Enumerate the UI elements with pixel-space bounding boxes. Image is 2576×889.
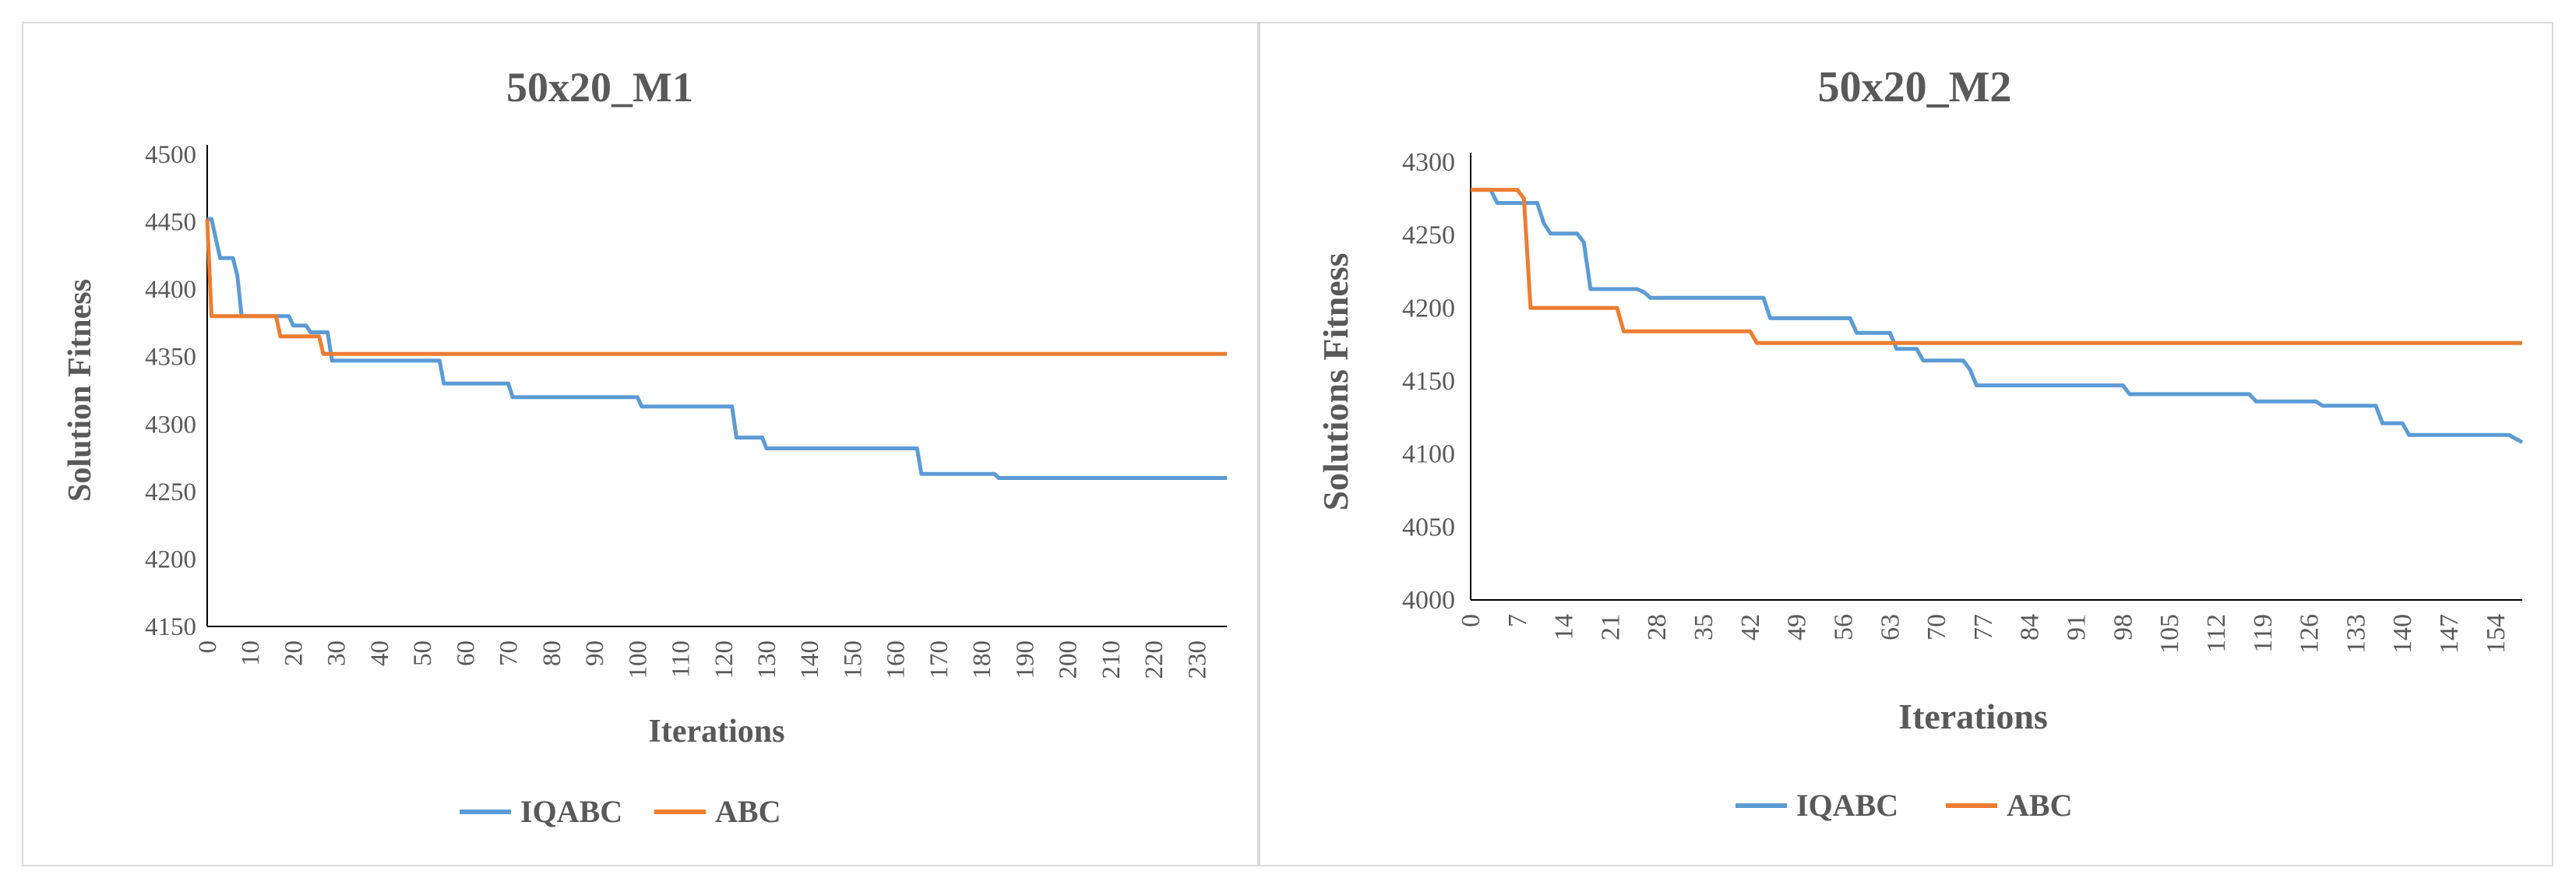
- series-line-iqabc: [207, 217, 1227, 480]
- x-tick-label: 140: [796, 640, 824, 679]
- x-tick-label: 21: [1596, 614, 1625, 640]
- series-line-abc: [1471, 188, 2522, 345]
- y-tick-label: 4250: [145, 478, 196, 506]
- x-tick-label: 154: [2482, 614, 2511, 654]
- x-tick-label: 10: [237, 640, 265, 666]
- x-tick-label: 80: [538, 640, 566, 666]
- x-tick-label: 140: [2388, 614, 2417, 654]
- x-tick-label: 56: [1829, 614, 1858, 640]
- x-tick-label: 63: [1876, 614, 1905, 640]
- legend-label-iqabc: IQABC: [520, 794, 622, 829]
- x-tick-label: 7: [1503, 614, 1532, 627]
- chart-panel-1: 50x20_M1 4150 4200 4250 4300 4350 4400 4450 4500…: [22, 22, 1259, 866]
- y-tick-label: 4300: [145, 411, 196, 439]
- y-tick-label: 4000: [1402, 586, 1455, 615]
- x-axis-label: Iterations: [1898, 697, 2048, 736]
- x-tick-label: 170: [925, 640, 953, 679]
- y-tick-label: 4250: [1402, 221, 1455, 250]
- x-tick-label: 50: [409, 640, 437, 666]
- x-tick-label: 30: [323, 640, 351, 666]
- y-tick-label: 4200: [145, 545, 196, 573]
- legend-label-abc: ABC: [715, 794, 781, 829]
- x-tick-label: 130: [753, 640, 781, 679]
- y-tick-label: 4400: [145, 276, 196, 304]
- x-tick-label: 220: [1140, 640, 1168, 679]
- y-axis-label: Solutions Fitness: [1316, 252, 1355, 510]
- x-tick-label: 147: [2435, 614, 2464, 654]
- legend-label-iqabc: IQABC: [1796, 788, 1898, 823]
- x-tick-label: 110: [668, 640, 696, 678]
- x-axis-label: Iterations: [649, 714, 785, 750]
- x-tick-label: 84: [2016, 614, 2045, 640]
- chart-title: 50x20_M2: [1818, 63, 2012, 111]
- y-tick-label: 4500: [145, 141, 196, 169]
- x-tick-label: 0: [194, 640, 222, 654]
- y-tick-label: 4300: [1402, 148, 1455, 177]
- x-tick-label: 14: [1550, 614, 1579, 640]
- chart-1: 50x20_M1 4150 4200 4250 4300 4350 4400 4450 4500…: [62, 64, 1227, 829]
- chart-2: 50x20_M2 4000 4050 4100 4150 4200 4250 4300 0 7 14…: [1316, 63, 2524, 823]
- x-tick-label: 60: [452, 640, 480, 666]
- series-line-abc: [205, 218, 1227, 356]
- x-tick-label: 77: [1969, 614, 1998, 640]
- x-tick-label: 40: [366, 640, 394, 666]
- x-tick-label: 49: [1783, 614, 1812, 640]
- x-tick-label: 230: [1183, 640, 1211, 679]
- x-tick-label: 210: [1098, 640, 1126, 679]
- x-tick-label: 180: [968, 640, 996, 679]
- x-tick-label: 120: [710, 640, 738, 679]
- x-tick-label: 112: [2202, 614, 2231, 653]
- x-tick-label: 160: [883, 640, 911, 679]
- x-tick-label: 150: [839, 640, 867, 679]
- x-tick-label: 90: [581, 640, 609, 666]
- x-tick-label: 0: [1457, 614, 1485, 627]
- x-tick-label: 91: [2063, 614, 2091, 640]
- y-tick-label: 4200: [1402, 294, 1455, 323]
- y-tick-label: 4150: [1402, 367, 1455, 396]
- x-tick-label: 105: [2155, 614, 2184, 654]
- x-tick-label: 20: [280, 640, 308, 666]
- series-line-iqabc: [1471, 188, 2524, 444]
- x-tick-label: 126: [2296, 614, 2324, 654]
- y-tick-label: 4150: [145, 613, 196, 641]
- legend-label-abc: ABC: [2007, 788, 2072, 823]
- x-tick-label: 70: [1922, 614, 1951, 640]
- y-tick-label: 4350: [145, 344, 196, 372]
- y-tick-label: 4450: [145, 209, 196, 237]
- x-tick-label: 35: [1690, 614, 1718, 640]
- y-tick-label: 4050: [1402, 513, 1455, 542]
- x-tick-label: 100: [624, 640, 652, 679]
- chart-title: 50x20_M1: [506, 64, 693, 111]
- y-tick-label: 4100: [1402, 440, 1455, 469]
- x-tick-label: 133: [2342, 614, 2370, 654]
- x-tick-label: 70: [495, 640, 523, 666]
- x-tick-label: 190: [1011, 640, 1039, 679]
- x-tick-label: 42: [1736, 614, 1765, 640]
- x-tick-label: 119: [2249, 614, 2278, 653]
- chart-panel-2: 50x20_M2 4000 4050 4100 4150 4200 4250 4300 0 7 14…: [1259, 22, 2553, 866]
- y-axis-label: Solution Fitness: [62, 279, 98, 502]
- x-tick-label: 98: [2109, 614, 2137, 640]
- x-tick-label: 28: [1643, 614, 1672, 640]
- x-tick-label: 200: [1055, 640, 1083, 679]
